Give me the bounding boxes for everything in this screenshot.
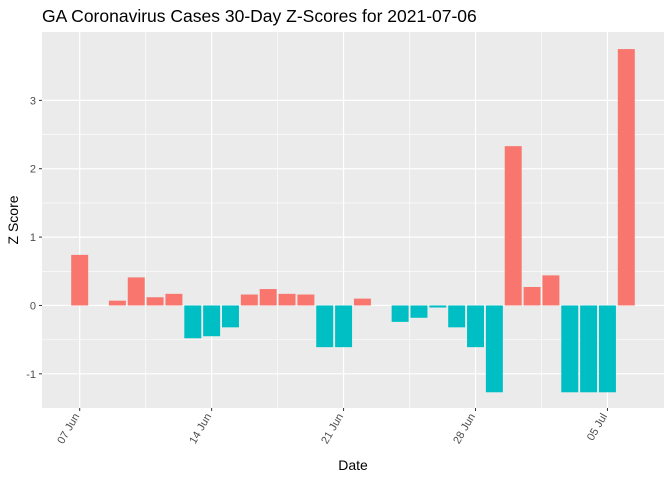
x-tick-label: 05 Jul — [585, 412, 610, 443]
bar — [146, 297, 164, 306]
bar — [297, 294, 315, 306]
x-tick-label: 14 Jun — [187, 412, 214, 447]
bar — [429, 305, 447, 308]
bar — [184, 305, 202, 339]
y-tick-label: 0 — [30, 300, 36, 312]
bar — [523, 286, 541, 306]
bar — [598, 305, 616, 393]
bar — [391, 305, 409, 322]
y-tick-label: 3 — [30, 95, 36, 107]
bar — [353, 298, 371, 306]
bar — [71, 254, 89, 306]
x-tick-label: 28 Jun — [451, 412, 478, 447]
bar — [580, 305, 598, 393]
bar — [561, 305, 579, 393]
chart-title: GA Coronavirus Cases 30-Day Z-Scores for… — [42, 6, 477, 26]
bar — [504, 146, 522, 306]
bar — [316, 305, 334, 348]
bar — [542, 275, 560, 306]
y-tick-label: -1 — [26, 369, 36, 381]
bar — [108, 300, 126, 306]
bar — [165, 293, 183, 306]
x-axis-label: Date — [338, 457, 368, 473]
bar — [467, 305, 484, 348]
bar — [617, 49, 635, 306]
bar — [222, 305, 239, 328]
x-tick-label: 21 Jun — [319, 412, 346, 447]
bar — [410, 305, 428, 318]
bar — [335, 305, 353, 348]
bar — [127, 277, 145, 306]
y-axis-label: Z Score — [5, 195, 21, 244]
y-tick-label: 2 — [30, 164, 36, 176]
bar — [203, 305, 221, 337]
y-tick-label: 1 — [30, 232, 36, 244]
bar — [485, 305, 503, 393]
bar — [448, 305, 466, 328]
bar — [278, 293, 296, 306]
bar — [240, 294, 258, 306]
bar — [259, 289, 277, 306]
x-tick-label: 07 Jun — [55, 412, 82, 447]
